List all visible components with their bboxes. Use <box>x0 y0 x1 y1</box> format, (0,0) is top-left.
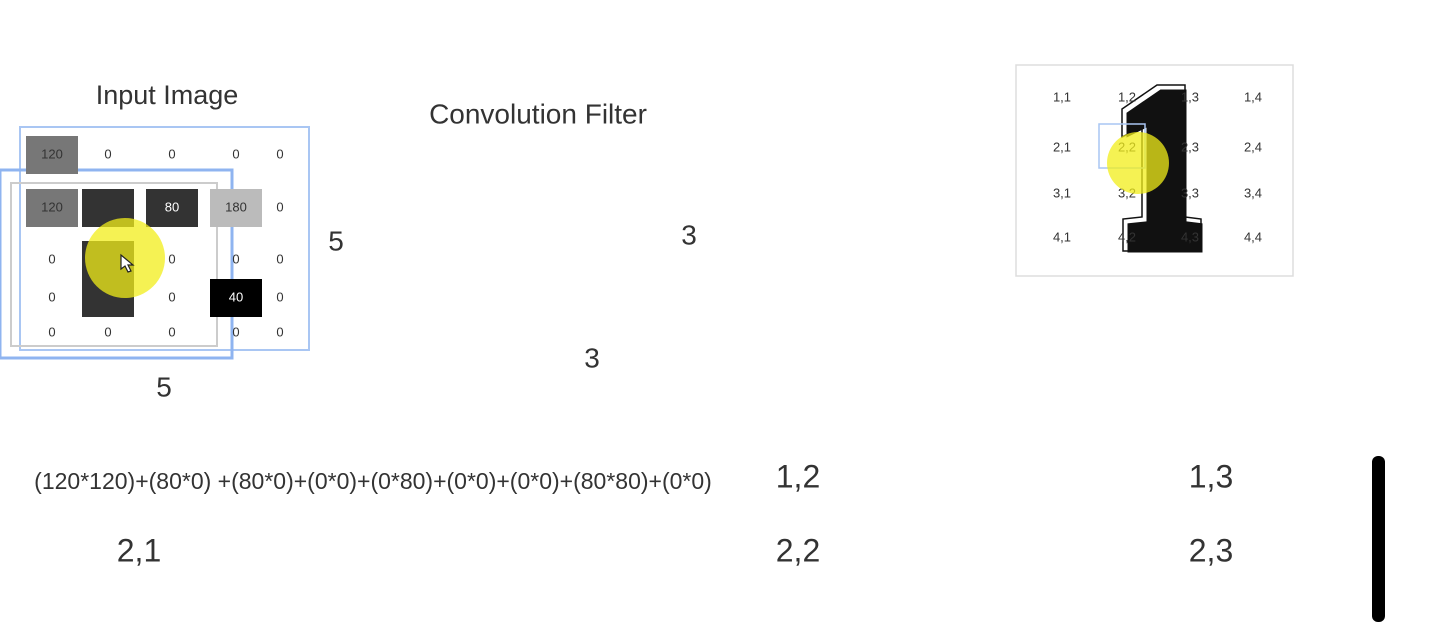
output-cell: 2,4 <box>1244 139 1262 154</box>
result-label: 2,3 <box>1189 532 1233 568</box>
cell-value: 0 <box>48 289 55 304</box>
cell-value: 0 <box>168 251 175 266</box>
input-height: 5 <box>328 225 344 256</box>
cell-value: 0 <box>168 146 175 161</box>
input-width: 5 <box>156 371 172 402</box>
cell-value: 0 <box>276 324 283 339</box>
digit-outline <box>1121 84 1202 252</box>
cell-value: 0 <box>232 251 239 266</box>
output-cell: 1,2 <box>1118 89 1136 104</box>
input-title: Input Image <box>96 80 239 110</box>
output-cell: 4,3 <box>1181 229 1199 244</box>
cell-value: 80 <box>165 199 179 214</box>
result-label: 2,1 <box>117 532 161 568</box>
formula: (120*120)+(80*0) +(80*0)+(0*0)+(0*80)+(0… <box>34 468 712 494</box>
output-cell: 3,1 <box>1053 185 1071 200</box>
filter-width: 3 <box>584 342 600 373</box>
cell-value: 0 <box>232 324 239 339</box>
cell-value: 120 <box>41 146 63 161</box>
cell-shade <box>26 136 78 174</box>
output-cell: 1,1 <box>1053 89 1071 104</box>
cell-value: 0 <box>48 251 55 266</box>
cell-shade <box>146 189 198 227</box>
output-cell: 1,4 <box>1244 89 1262 104</box>
divider-bar <box>1372 456 1385 622</box>
cell-value: 0 <box>48 324 55 339</box>
cell-value: 0 <box>276 251 283 266</box>
output-cell: 1,3 <box>1181 89 1199 104</box>
output-cell: 4,4 <box>1244 229 1262 244</box>
input-frame <box>19 126 310 351</box>
result-label: 1,2 <box>776 458 820 494</box>
cell-value: 180 <box>225 199 247 214</box>
result-label: 1,3 <box>1189 458 1233 494</box>
output-cell: 4,1 <box>1053 229 1071 244</box>
cell-value: 0 <box>276 199 283 214</box>
cell-value: 0 <box>232 146 239 161</box>
filter-title: Convolution Filter <box>429 98 647 129</box>
cell-value: 0 <box>168 324 175 339</box>
cell-shade <box>210 279 262 317</box>
cell-value: 0 <box>168 289 175 304</box>
inner-frame <box>10 182 218 347</box>
filter-height: 3 <box>681 219 697 250</box>
cell-shade <box>210 189 262 227</box>
cursor <box>120 253 135 273</box>
filter-window <box>0 168 234 360</box>
cell-value: 0 <box>276 289 283 304</box>
output-cell: 4,2 <box>1118 229 1136 244</box>
output-cell: 3,4 <box>1244 185 1262 200</box>
cell-value: 0 <box>104 146 111 161</box>
cursor-highlight-2 <box>1107 132 1169 194</box>
cell-value: 40 <box>229 289 243 304</box>
cell-value: 120 <box>41 199 63 214</box>
output-cell: 3,3 <box>1181 185 1199 200</box>
cell-value: 0 <box>276 146 283 161</box>
cell-value: 0 <box>104 324 111 339</box>
result-label: 2,2 <box>776 532 820 568</box>
cell-shade <box>26 189 78 227</box>
output-cell: 2,3 <box>1181 139 1199 154</box>
output-cell: 2,1 <box>1053 139 1071 154</box>
